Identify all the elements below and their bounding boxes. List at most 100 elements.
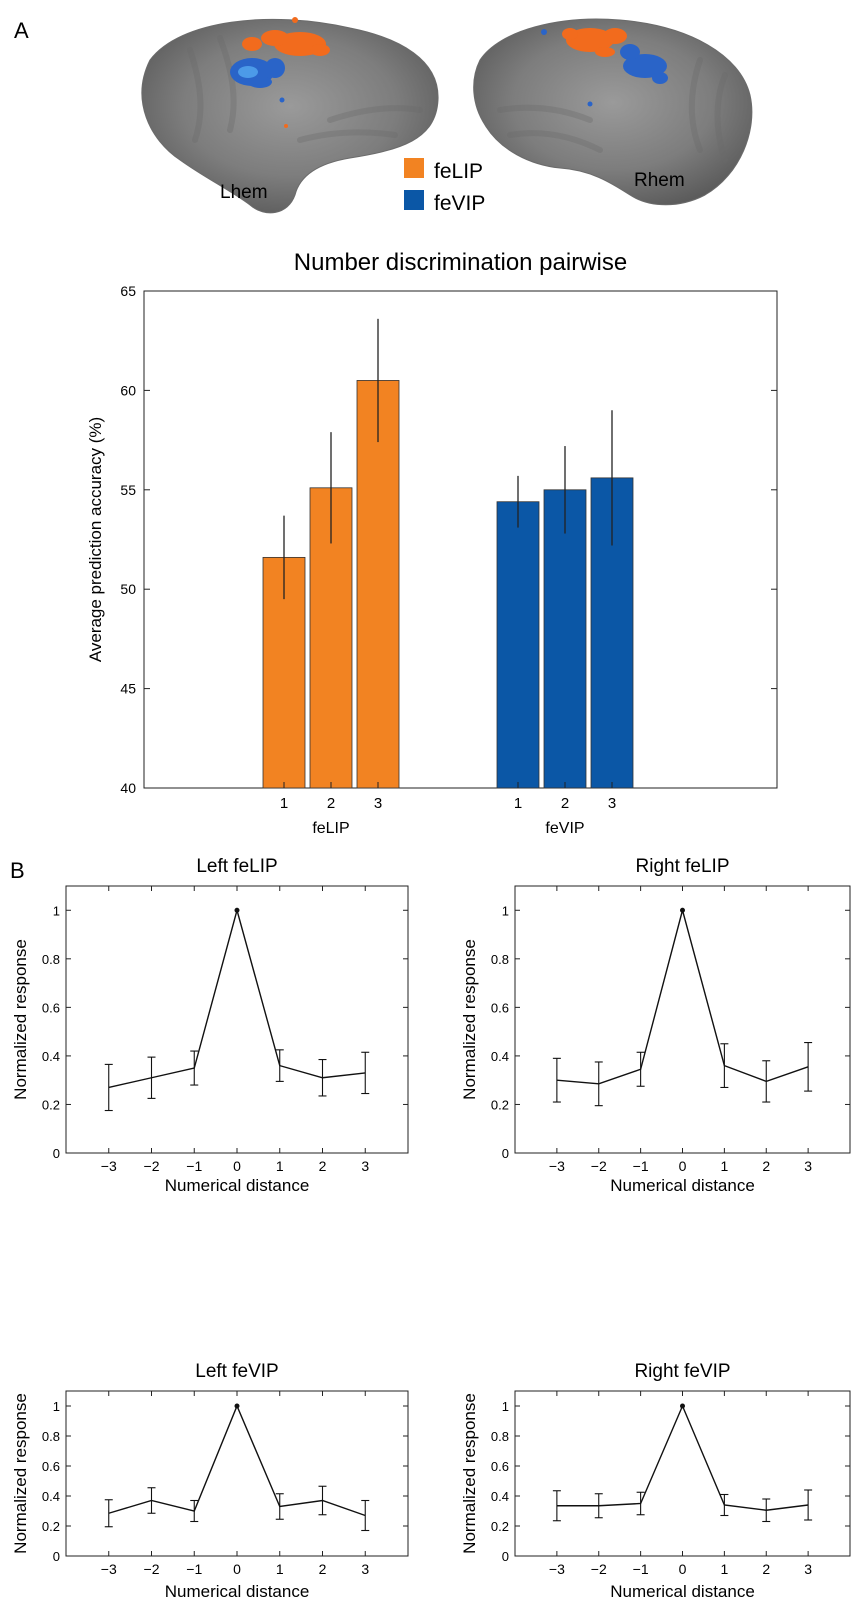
bar-chart: Number discrimination pairwise 40 45 50 55 60… bbox=[86, 249, 778, 837]
line-chart-4: Right feVIP 0 0.2 0.4 0.6 0.8 1 −3 −2 −1 0 1 2 3 Numer… bbox=[460, 1361, 851, 1601]
right-felip-activation bbox=[562, 28, 627, 57]
x-tick-label: 3 bbox=[374, 795, 382, 812]
line-chart-title: Right feVIP bbox=[634, 1361, 730, 1382]
x-tick-label: 2 bbox=[762, 1158, 770, 1174]
x-axis-label: Numerical distance bbox=[165, 1582, 310, 1601]
x-tick-label: −1 bbox=[186, 1158, 202, 1174]
y-tick-label: 0.6 bbox=[491, 1000, 509, 1015]
y-tick-label: 0.8 bbox=[42, 1429, 60, 1444]
left-hemisphere-sulci bbox=[187, 35, 423, 143]
x-tick-label: 3 bbox=[608, 795, 616, 812]
line-chart-2: Right feLIP 0 0.2 0.4 0.6 0.8 1 −3 −2 −1 0 1 2 3 Numer… bbox=[460, 856, 851, 1195]
x-tick-label: 0 bbox=[679, 1158, 687, 1174]
x-tick-label: −1 bbox=[186, 1561, 202, 1577]
y-tick-label: 45 bbox=[120, 681, 136, 697]
x-tick-label: −2 bbox=[144, 1158, 160, 1174]
line-chart-frame bbox=[514, 885, 851, 1154]
y-axis-label: Normalized response bbox=[11, 1393, 30, 1554]
line-chart-title: Left feVIP bbox=[195, 1361, 278, 1382]
x-tick-label: 3 bbox=[361, 1561, 369, 1577]
y-tick-label: 1 bbox=[502, 903, 509, 918]
x-tick-label: 2 bbox=[327, 795, 335, 812]
y-tick-label: 0.6 bbox=[491, 1459, 509, 1474]
y-tick-label: 0.8 bbox=[491, 952, 509, 967]
x-tick-label: −1 bbox=[633, 1561, 649, 1577]
legend-fevip-swatch bbox=[404, 190, 424, 210]
data-point bbox=[680, 1403, 685, 1409]
line-chart-frame bbox=[65, 1390, 409, 1557]
y-tick-label: 0.8 bbox=[491, 1429, 509, 1444]
line-chart-3: Left feVIP 0 0.2 0.4 0.6 0.8 1 −3 −2 −1 0 1 2 3 Numeri… bbox=[11, 1361, 409, 1601]
x-tick-label: −3 bbox=[549, 1158, 565, 1174]
x-tick-label: −2 bbox=[591, 1561, 607, 1577]
y-tick-label: 1 bbox=[53, 1399, 60, 1414]
group-label: feLIP bbox=[312, 820, 349, 837]
y-axis-label: Normalized response bbox=[460, 939, 479, 1100]
line-chart-title: Left feLIP bbox=[196, 856, 277, 877]
y-tick-label: 0.4 bbox=[42, 1489, 60, 1504]
right-fevip-activation bbox=[541, 29, 668, 107]
group-label: feVIP bbox=[545, 820, 584, 837]
left-felip-activation bbox=[242, 17, 330, 128]
y-tick-label: 1 bbox=[502, 1399, 509, 1414]
bar bbox=[496, 501, 540, 789]
brain-figure: Lhem Rhem feLIP feVIP bbox=[141, 17, 753, 215]
left-hemisphere-label: Lhem bbox=[220, 182, 268, 203]
x-tick-label: 1 bbox=[720, 1158, 728, 1174]
x-tick-label: 0 bbox=[679, 1561, 687, 1577]
bar bbox=[356, 380, 400, 789]
x-tick-label: 1 bbox=[514, 795, 522, 812]
y-tick-label: 0.4 bbox=[491, 1489, 509, 1504]
y-tick-label: 0.6 bbox=[42, 1459, 60, 1474]
panel-label-a: A bbox=[14, 18, 29, 43]
y-tick-label: 0 bbox=[502, 1146, 509, 1161]
y-tick-label: 0.6 bbox=[42, 1000, 60, 1015]
data-point bbox=[234, 907, 240, 913]
y-axis-label: Normalized response bbox=[11, 939, 30, 1100]
y-tick-label: 0 bbox=[53, 1146, 60, 1161]
x-tick-label: 2 bbox=[319, 1561, 327, 1577]
x-tick-label: 1 bbox=[720, 1561, 728, 1577]
x-tick-label: 1 bbox=[276, 1158, 284, 1174]
bar-chart-frame bbox=[143, 290, 778, 789]
data-point bbox=[234, 1403, 240, 1409]
y-tick-label: 1 bbox=[53, 903, 60, 918]
x-tick-label: −1 bbox=[633, 1158, 649, 1174]
x-tick-label: 1 bbox=[276, 1561, 284, 1577]
x-axis-label: Numerical distance bbox=[610, 1176, 755, 1195]
data-point bbox=[680, 907, 685, 913]
x-tick-label: −3 bbox=[549, 1561, 565, 1577]
line-chart-1: Left feLIP 0 0.2 0.4 0.6 0.8 1 −3 −2 −1 0 1 2 3 Numeri… bbox=[11, 856, 409, 1195]
legend-felip-label: feLIP bbox=[434, 160, 483, 183]
x-tick-label: −3 bbox=[101, 1561, 117, 1577]
x-tick-label: 0 bbox=[233, 1158, 241, 1174]
y-tick-label: 60 bbox=[120, 382, 136, 398]
y-tick-label: 0.2 bbox=[491, 1097, 509, 1112]
x-tick-label: −2 bbox=[144, 1561, 160, 1577]
y-tick-label: 55 bbox=[120, 482, 136, 498]
series-line bbox=[108, 907, 366, 1089]
y-tick-label: 50 bbox=[120, 581, 136, 597]
y-tick-label: 0.4 bbox=[42, 1049, 60, 1064]
left-fevip-highlight bbox=[238, 66, 258, 78]
y-tick-label: 0.2 bbox=[491, 1519, 509, 1534]
line-chart-frame bbox=[514, 1390, 851, 1557]
x-tick-label: 3 bbox=[804, 1561, 812, 1577]
series-line bbox=[108, 1404, 366, 1517]
x-tick-label: −2 bbox=[591, 1158, 607, 1174]
y-tick-label: 65 bbox=[120, 283, 136, 299]
right-hemisphere-brain bbox=[473, 18, 753, 206]
y-tick-label: 40 bbox=[120, 780, 136, 796]
x-tick-label: 0 bbox=[233, 1561, 241, 1577]
y-tick-label: 0.2 bbox=[42, 1097, 60, 1112]
series-line bbox=[556, 907, 809, 1085]
y-tick-label: 0 bbox=[53, 1549, 60, 1564]
legend-fevip-label: feVIP bbox=[434, 192, 485, 215]
right-hemisphere-label: Rhem bbox=[634, 170, 685, 191]
x-tick-label: 2 bbox=[561, 795, 569, 812]
y-axis-label: Average prediction accuracy (%) bbox=[86, 417, 105, 662]
right-hemisphere-sulci bbox=[497, 57, 728, 163]
bar bbox=[543, 489, 587, 789]
x-tick-label: −3 bbox=[101, 1158, 117, 1174]
